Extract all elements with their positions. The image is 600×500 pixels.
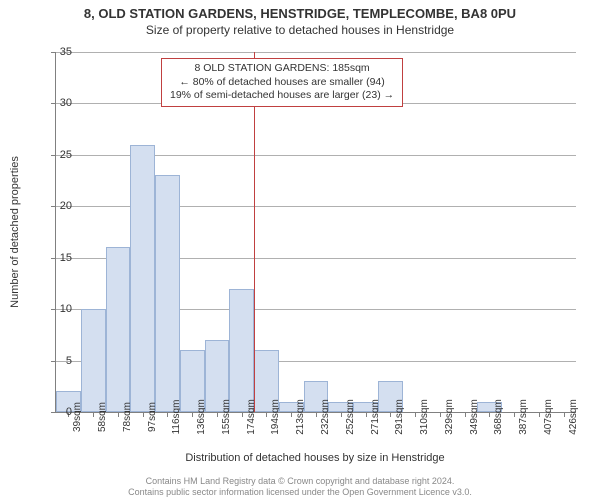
annotation-line: 19% of semi-detached houses are larger (…	[170, 89, 394, 103]
x-tick-mark	[440, 412, 441, 417]
footer-line1: Contains HM Land Registry data © Crown c…	[0, 476, 600, 487]
y-axis-label-wrap: Number of detached properties	[8, 52, 22, 412]
footer-line2: Contains public sector information licen…	[0, 487, 600, 498]
x-axis-label: Distribution of detached houses by size …	[55, 452, 575, 464]
x-tick-mark	[564, 412, 565, 417]
x-tick-mark	[465, 412, 466, 417]
chart-title-line1: 8, OLD STATION GARDENS, HENSTRIDGE, TEMP…	[0, 0, 600, 21]
x-tick-mark	[167, 412, 168, 417]
gridline	[56, 52, 576, 53]
x-tick-mark	[390, 412, 391, 417]
chart-container: 8, OLD STATION GARDENS, HENSTRIDGE, TEMP…	[0, 0, 600, 500]
x-tick-mark	[341, 412, 342, 417]
footer-attribution: Contains HM Land Registry data © Crown c…	[0, 476, 600, 498]
y-axis-label: Number of detached properties	[9, 156, 21, 308]
y-tick-label: 25	[42, 149, 72, 161]
x-tick-mark	[539, 412, 540, 417]
x-tick-mark	[242, 412, 243, 417]
histogram-bar	[130, 145, 155, 412]
x-tick-mark	[514, 412, 515, 417]
y-tick-label: 35	[42, 46, 72, 58]
x-tick-mark	[143, 412, 144, 417]
chart-area: 39sqm58sqm78sqm97sqm116sqm136sqm155sqm17…	[55, 52, 575, 412]
x-tick-label: 291sqm	[394, 399, 405, 435]
annotation-line: 8 OLD STATION GARDENS: 185sqm	[170, 62, 394, 76]
y-tick-label: 0	[42, 406, 72, 418]
x-tick-mark	[217, 412, 218, 417]
x-tick-mark	[266, 412, 267, 417]
annotation-line: ← 80% of detached houses are smaller (94…	[170, 76, 394, 90]
chart-title-line2: Size of property relative to detached ho…	[0, 21, 600, 37]
x-tick-mark	[489, 412, 490, 417]
x-tick-label: 407sqm	[543, 399, 554, 435]
x-tick-mark	[192, 412, 193, 417]
y-tick-label: 20	[42, 200, 72, 212]
y-tick-label: 30	[42, 97, 72, 109]
x-tick-mark	[415, 412, 416, 417]
x-tick-label: 329sqm	[444, 399, 455, 435]
x-tick-mark	[316, 412, 317, 417]
x-tick-label: 310sqm	[419, 399, 430, 435]
plot-region: 39sqm58sqm78sqm97sqm116sqm136sqm155sqm17…	[55, 52, 576, 413]
y-tick-label: 5	[42, 355, 72, 367]
x-tick-mark	[93, 412, 94, 417]
histogram-bar	[155, 175, 180, 412]
histogram-bar	[106, 247, 131, 412]
x-tick-mark	[366, 412, 367, 417]
annotation-box: 8 OLD STATION GARDENS: 185sqm← 80% of de…	[161, 58, 403, 107]
x-tick-mark	[291, 412, 292, 417]
x-tick-label: 387sqm	[518, 399, 529, 435]
x-tick-label: 368sqm	[493, 399, 504, 435]
histogram-bar	[229, 289, 254, 412]
histogram-bar	[81, 309, 106, 412]
y-tick-label: 15	[42, 252, 72, 264]
x-tick-label: 426sqm	[568, 399, 579, 435]
x-tick-mark	[118, 412, 119, 417]
y-tick-label: 10	[42, 303, 72, 315]
